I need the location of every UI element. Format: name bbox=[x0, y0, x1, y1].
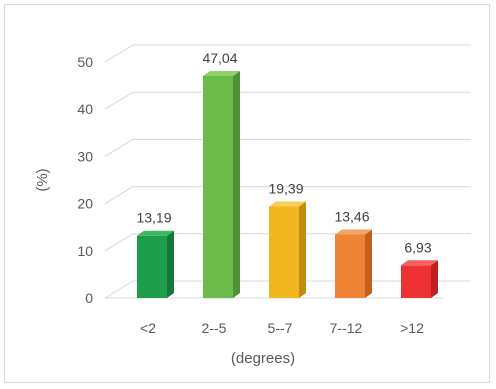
gridline bbox=[104, 186, 471, 205]
bar-front bbox=[269, 206, 299, 298]
bar-side bbox=[299, 201, 306, 298]
bar bbox=[137, 230, 174, 298]
gridline bbox=[104, 138, 471, 157]
data-labels: 13,19 47,04 19,39 13,46 6,93 bbox=[136, 50, 431, 255]
bar-front bbox=[137, 235, 167, 298]
data-label: 19,39 bbox=[268, 180, 303, 196]
bar-top bbox=[401, 260, 438, 266]
bar-side bbox=[431, 260, 438, 298]
y-tick-label: 40 bbox=[77, 101, 93, 117]
bar-front bbox=[203, 75, 233, 299]
gridline bbox=[104, 91, 471, 110]
bar-top bbox=[335, 229, 372, 235]
x-tick-label: >12 bbox=[400, 320, 424, 336]
bar-side bbox=[233, 70, 240, 299]
x-axis-title: (degrees) bbox=[231, 350, 295, 367]
bar-side bbox=[167, 230, 174, 298]
x-tick-label: <2 bbox=[140, 320, 156, 336]
y-tick-label: 50 bbox=[77, 54, 93, 70]
y-axis-title: (%) bbox=[34, 168, 51, 191]
data-label: 6,93 bbox=[404, 239, 431, 255]
bar-top bbox=[203, 70, 240, 76]
bar bbox=[203, 70, 240, 299]
x-tick-label: 5--7 bbox=[268, 320, 293, 336]
x-axis-ticks: <2 2--5 5--7 7--12 >12 bbox=[140, 320, 424, 336]
x-tick-label: 7--12 bbox=[330, 320, 363, 336]
bar-front bbox=[401, 265, 431, 298]
data-label: 13,46 bbox=[334, 208, 369, 224]
bar-front bbox=[335, 234, 365, 298]
data-label: 47,04 bbox=[202, 50, 237, 66]
y-tick-label: 20 bbox=[77, 196, 93, 212]
bar bbox=[335, 229, 372, 298]
bar-side bbox=[365, 229, 372, 298]
y-tick-label: 0 bbox=[85, 290, 93, 306]
bar-top bbox=[269, 201, 306, 207]
y-tick-label: 30 bbox=[77, 148, 93, 164]
bars bbox=[137, 70, 438, 299]
data-label: 13,19 bbox=[136, 210, 171, 226]
bar bbox=[269, 201, 306, 298]
y-axis-ticks: 0 10 20 30 40 50 bbox=[77, 54, 93, 306]
bar bbox=[401, 260, 438, 298]
chart-frame: 0 10 20 30 40 50 13,19 47,04 19,39 13,46 6,93 <2 2… bbox=[4, 4, 490, 383]
bar-top bbox=[137, 230, 174, 236]
bar-chart: 0 10 20 30 40 50 13,19 47,04 19,39 13,46 6,93 <2 2… bbox=[34, 44, 471, 367]
y-tick-label: 10 bbox=[77, 243, 93, 259]
gridline bbox=[104, 44, 471, 63]
x-tick-label: 2--5 bbox=[202, 320, 227, 336]
